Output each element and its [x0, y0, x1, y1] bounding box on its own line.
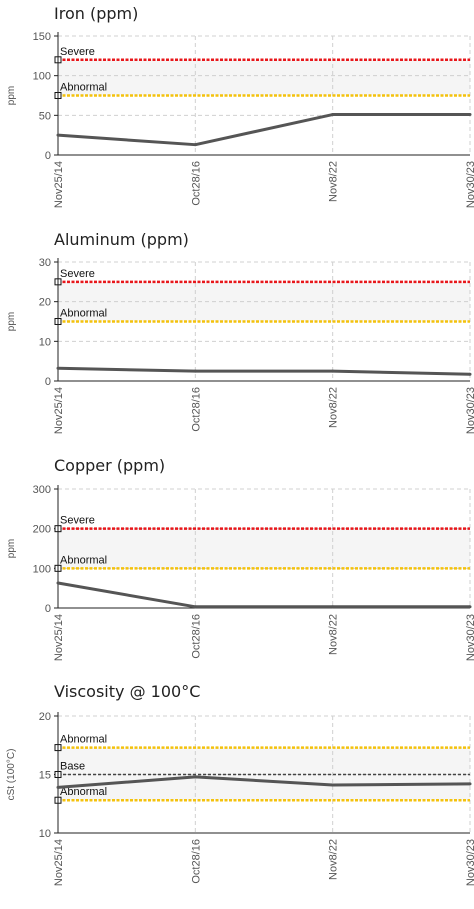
x-tick-label: Nov25/14: [53, 161, 65, 208]
y-axis-label: ppm: [6, 86, 17, 105]
data-point: [56, 133, 60, 137]
series-line: [57, 113, 470, 147]
data-point: [468, 782, 472, 786]
y-tick-label: 20: [39, 711, 51, 723]
data-point: [56, 581, 60, 585]
y-tick-label: 0: [45, 150, 51, 162]
limit-label: Severe: [60, 515, 95, 527]
chart-svg: 0 50 100 150 ppm Severe Abnormal Nov25/14 Oct28/…: [6, 31, 474, 208]
data-point: [193, 605, 197, 609]
y-tick-label: 100: [33, 71, 51, 83]
x-tick-label: Oct28/16: [190, 614, 202, 659]
y-tick-label: 300: [33, 484, 51, 496]
y-tick-label: 15: [39, 770, 51, 782]
y-tick-label: 0: [45, 603, 51, 615]
shaded-band: [58, 528, 470, 569]
data-point: [193, 369, 197, 373]
data-point: [56, 366, 60, 370]
chart-2: Aluminum (ppm) 0 10 20 30 ppm Severe Abnormal No…: [0, 230, 474, 457]
chart-4: Viscosity @ 100°C 10 15 20 cSt (100°C) Abnorm…: [0, 682, 474, 909]
limit-label: Severe: [60, 46, 95, 58]
y-tick-label: 30: [39, 257, 51, 269]
x-tick-label: Nov8/22: [328, 839, 340, 880]
x-tick-label: Nov25/14: [53, 387, 65, 434]
y-axis-label: ppm: [6, 539, 17, 558]
limit-label: Base: [60, 761, 85, 773]
chart-svg: 0 100 200 300 ppm Severe Abnormal Nov25/14 Oct28…: [6, 484, 474, 661]
limit-label: Abnormal: [60, 308, 107, 320]
series-line: [57, 581, 470, 609]
chart-title: Copper (ppm): [54, 456, 166, 475]
y-tick-label: 50: [39, 110, 51, 122]
limit-label: Abnormal: [60, 554, 107, 566]
y-tick-label: 200: [33, 524, 51, 536]
chart-svg: 10 15 20 cSt (100°C) Abnormal Base Abnormal Nov…: [6, 711, 474, 886]
chart-title: Viscosity @ 100°C: [54, 682, 201, 701]
chart-title: Iron (ppm): [54, 4, 139, 23]
limit-label: Abnormal: [60, 734, 107, 746]
data-point: [56, 785, 60, 789]
limit-label: Abnormal: [60, 786, 107, 798]
y-axis-label: cSt (100°C): [6, 749, 17, 801]
data-point: [331, 369, 335, 373]
y-tick-label: 0: [45, 376, 51, 388]
x-tick-label: Oct28/16: [190, 161, 202, 206]
x-tick-label: Nov30/23: [465, 839, 474, 886]
data-point: [468, 372, 472, 376]
chart-3: Copper (ppm) 0 100 200 300 ppm Severe Abnormal N…: [0, 456, 474, 684]
x-tick-label: Oct28/16: [190, 839, 202, 884]
limit-label: Severe: [60, 268, 95, 280]
x-tick-label: Nov8/22: [328, 387, 340, 428]
series-line: [57, 775, 471, 789]
data-point: [468, 113, 472, 117]
data-point: [193, 775, 197, 779]
series-line: [57, 366, 471, 376]
shaded-band: [58, 59, 470, 96]
x-tick-label: Nov25/14: [53, 839, 65, 886]
data-point: [193, 143, 197, 147]
y-tick-label: 10: [39, 336, 51, 348]
x-tick-label: Nov8/22: [328, 161, 340, 202]
chart-title: Aluminum (ppm): [54, 230, 189, 249]
y-tick-label: 10: [39, 828, 51, 840]
data-point: [331, 783, 335, 787]
y-axis-label: ppm: [6, 312, 17, 331]
x-tick-label: Nov30/23: [465, 161, 474, 208]
chart-svg: 0 10 20 30 ppm Severe Abnormal Nov25/14 Oct28/16…: [6, 257, 474, 434]
x-tick-label: Nov8/22: [328, 614, 340, 655]
y-tick-label: 20: [39, 297, 51, 309]
chart-1: Iron (ppm) 0 50 100 150 ppm Severe Abnormal Nov2…: [0, 4, 474, 231]
x-tick-label: Nov25/14: [53, 614, 65, 661]
y-tick-label: 150: [33, 31, 51, 43]
x-tick-label: Nov30/23: [465, 614, 474, 661]
x-tick-label: Nov30/23: [465, 387, 474, 434]
y-tick-label: 100: [33, 563, 51, 575]
limit-label: Abnormal: [60, 82, 107, 94]
data-point: [331, 113, 335, 117]
data-point: [468, 605, 472, 609]
x-tick-label: Oct28/16: [190, 387, 202, 432]
data-point: [331, 605, 335, 609]
